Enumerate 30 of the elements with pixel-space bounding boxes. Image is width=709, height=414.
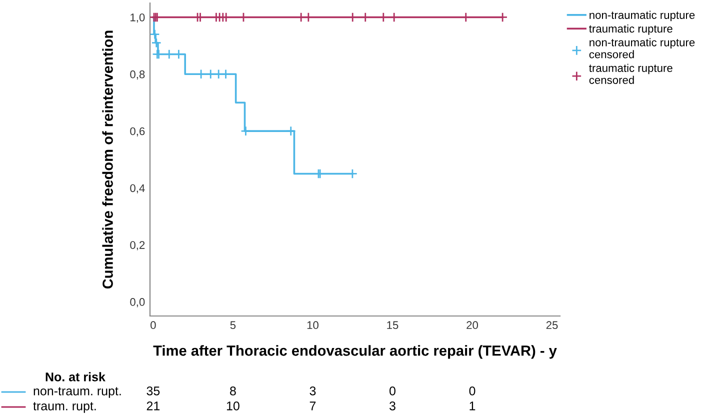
y-tick-label: 0,6 (130, 127, 145, 136)
legend-label: traumatic rupture (589, 24, 672, 35)
text: 10 (226, 402, 240, 410)
x-tick-label: 20 (466, 321, 478, 330)
y-tick-label: 0,8 (130, 70, 145, 80)
x-tick-label: 15 (387, 321, 398, 330)
y-tick-label: 0,0 (130, 298, 145, 308)
text: 1 (470, 402, 476, 410)
y-tick-label: 1,0 (130, 13, 145, 23)
y-axis-title: Cumulative freedom of reintervention (102, 30, 113, 289)
legend-label: traumatic rupture censored (589, 64, 672, 84)
text: 21 (146, 402, 160, 410)
text: non-traum. rupt. (34, 387, 121, 398)
text: traum. rupt. (33, 402, 96, 413)
text: 3 (389, 402, 396, 410)
text: 3 (310, 386, 316, 396)
y-tick-label: 0,2 (130, 241, 145, 250)
legend-label: non-traumatic rupture (590, 10, 695, 22)
text: 35 (146, 386, 160, 396)
text: No. at risk (46, 372, 106, 382)
x-tick-label: 0 (150, 321, 156, 330)
x-tick-label: 25 (546, 321, 558, 330)
x-tick-label: 10 (307, 321, 318, 330)
y-tick-label: 0,4 (130, 184, 145, 194)
text: 7 (310, 402, 316, 410)
text: 0 (469, 386, 476, 396)
x-axis-title: Time after Thoracic endovascular aortic repair (TEVAR) - y (153, 345, 557, 359)
text: 8 (230, 386, 236, 396)
text: 0 (390, 386, 396, 396)
x-tick-label: 5 (230, 321, 236, 330)
